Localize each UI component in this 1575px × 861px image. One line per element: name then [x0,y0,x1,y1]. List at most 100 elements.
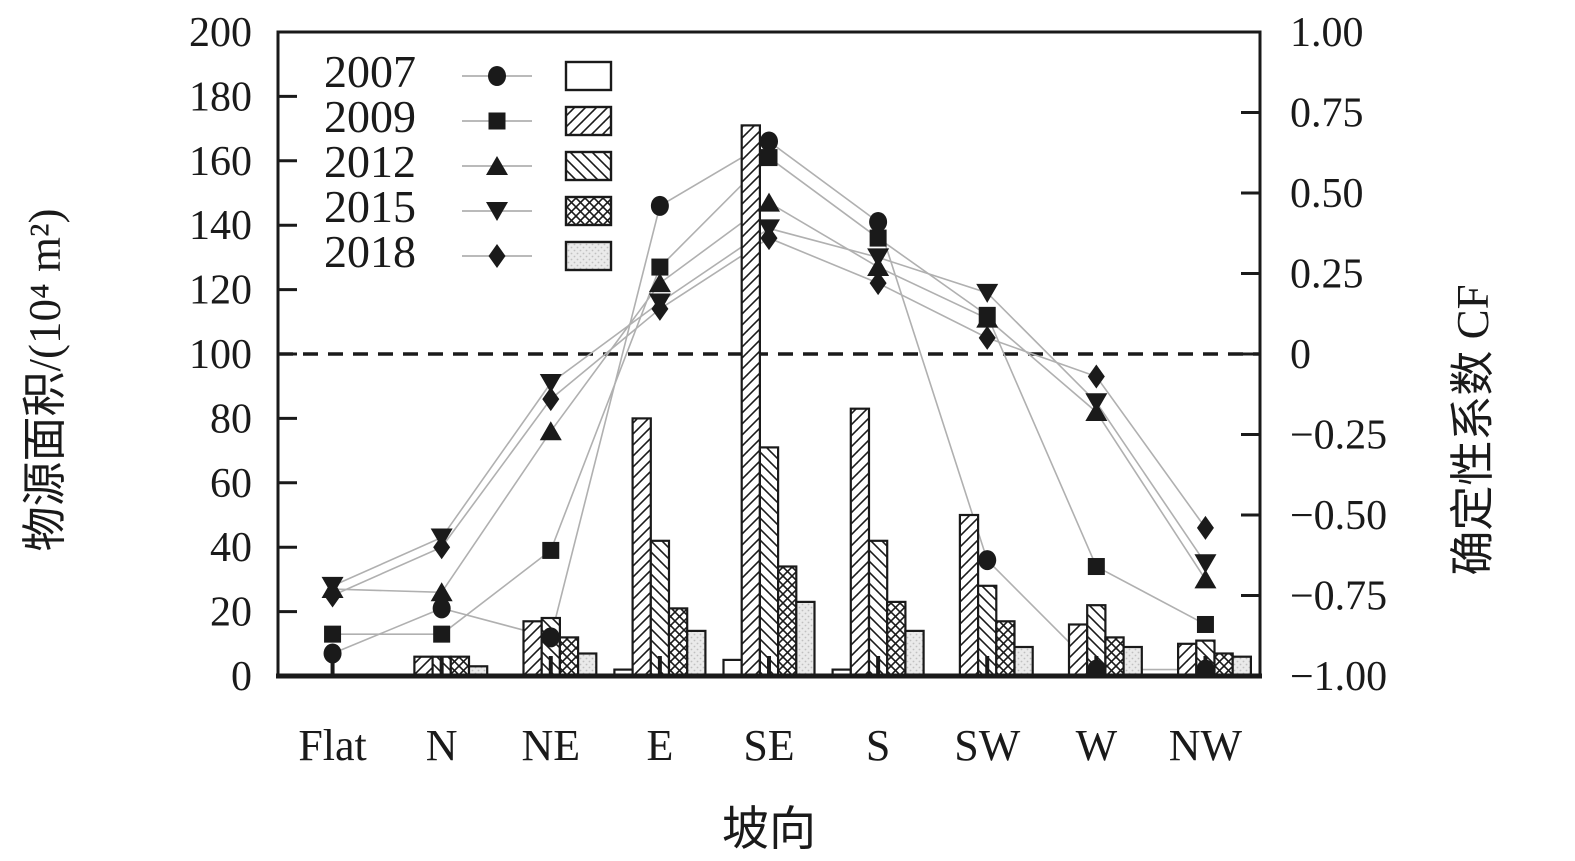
right-tick-label: −0.25 [1290,413,1387,459]
bar-2015-NE [558,636,580,678]
bar-2012-E [649,539,671,678]
right-tick-label: −0.50 [1290,493,1387,539]
bar-2015-N [449,655,471,678]
bar-2009-SE [740,124,762,678]
cf-marker-2009-S [869,229,887,247]
cf-marker-2018-SE [760,226,778,251]
cf-marker-2007-S [869,211,888,232]
x-tick-label-E: E [646,721,673,770]
bar-2018-E [686,629,707,678]
legend-swatch-2007 [564,60,613,92]
cf-marker-2009-SE [760,149,778,167]
cf-marker-2009-E [651,258,669,276]
bar-2015-S [886,600,907,678]
bar-2018-SW [1013,645,1034,678]
legend-label-2018: 2018 [324,226,416,277]
legend-marker-2012 [486,156,508,175]
legend-label-2007: 2007 [324,46,416,97]
legend-label-2015: 2015 [324,181,416,232]
cf-marker-2007-NE [541,627,560,648]
legend-marker-2007 [488,66,506,86]
x-tick-label-N: N [426,721,458,770]
right-tick-label: −1.00 [1290,654,1387,700]
right-tick-label: −0.75 [1290,574,1387,620]
cf-marker-2007-E [650,195,669,216]
x-tick-label-NW: NW [1169,721,1243,770]
bar-2015-E [667,607,689,678]
cf-marker-2009-W [1087,558,1105,576]
bar-2018-SE [795,600,816,678]
legend-marker-2015 [486,202,508,221]
bar-2015-SW [995,620,1016,678]
cf-marker-2009-NW [1196,615,1214,633]
left-tick-label: 160 [189,139,252,185]
legend-marker-2018 [488,244,506,268]
cf-marker-2012-N [430,582,453,602]
legend-swatch-2009 [564,105,613,137]
bar-2009-E [631,417,652,678]
bar-2018-S [904,629,925,678]
cf-marker-2009-N [433,625,451,643]
left-tick-label: 80 [210,396,252,442]
left-tick-label: 0 [231,654,252,700]
x-axis-title: 坡向 [722,804,816,856]
bar-2009-S [849,407,871,678]
bar-2015-SE [776,565,798,678]
right-tick-label: 0.25 [1290,252,1364,298]
cf-marker-2015-W [1085,393,1108,413]
cf-marker-2012-E [648,273,671,293]
cf-marker-2012-SE [758,192,780,212]
right-tick-label: 0.50 [1290,171,1364,217]
x-tick-label-SW: SW [954,721,1020,770]
right-tick-label: 0.75 [1290,91,1364,137]
left-tick-label: 20 [210,590,252,636]
cf-marker-2012-SW [976,308,999,328]
x-tick-label-S: S [866,721,890,770]
right-tick-label: 0 [1290,332,1311,378]
cf-marker-2018-Flat [324,583,342,608]
cf-marker-2018-W [1087,364,1105,389]
cf-marker-2018-S [869,271,887,296]
cf-marker-2015-NE [539,373,562,393]
cf-marker-2007-N [432,598,451,619]
x-tick-label-Flat: Flat [298,721,366,770]
cf-marker-2009-NE [542,541,560,559]
left-tick-label: 40 [210,525,252,571]
left-tick-label: 100 [189,332,252,378]
ticks: 0 20 40 60 80 100 120 140 160 180 200 −1.00 −0.75 −0.… [189,10,1387,770]
bar-2012-SE [758,446,780,678]
bar-2018-NE [576,652,598,678]
cf-marker-2007-SW [978,550,997,571]
cf-marker-2015-S [867,248,890,268]
bar-2018-NW [1231,655,1252,678]
bar-2009-NE [522,620,543,678]
cf-marker-2012-NW [1194,569,1217,589]
cf-marker-2012-NE [539,421,562,441]
right-tick-label: 1.00 [1290,10,1364,56]
cf-marker-2015-SW [976,283,999,303]
cf-marker-2018-NW [1196,515,1214,540]
bar-2009-W [1067,623,1089,678]
left-tick-label: 180 [189,74,252,120]
left-tick-label: 200 [189,10,252,56]
bar-2009-NW [1176,642,1198,678]
bar-2009-N [413,655,434,678]
legend-label-2009: 2009 [324,91,416,142]
cf-marker-2018-N [433,535,451,560]
legend-swatch-2015 [564,195,613,227]
bar-2015-NW [1213,652,1234,678]
x-tick-label-W: W [1076,721,1118,770]
left-tick-label: 60 [210,461,252,507]
cf-marker-2018-SW [978,325,996,350]
legend-label-2012: 2012 [324,136,416,187]
right-axis-title: 确定性系数 CF [1448,284,1498,575]
cf-marker-2018-NE [542,387,560,412]
x-tick-label-SE: SE [743,721,794,770]
left-tick-label: 140 [189,203,252,249]
x-tick-label-NE: NE [521,721,580,770]
cf-marker-2018-E [651,296,669,321]
legend-swatch-2012 [564,150,613,182]
